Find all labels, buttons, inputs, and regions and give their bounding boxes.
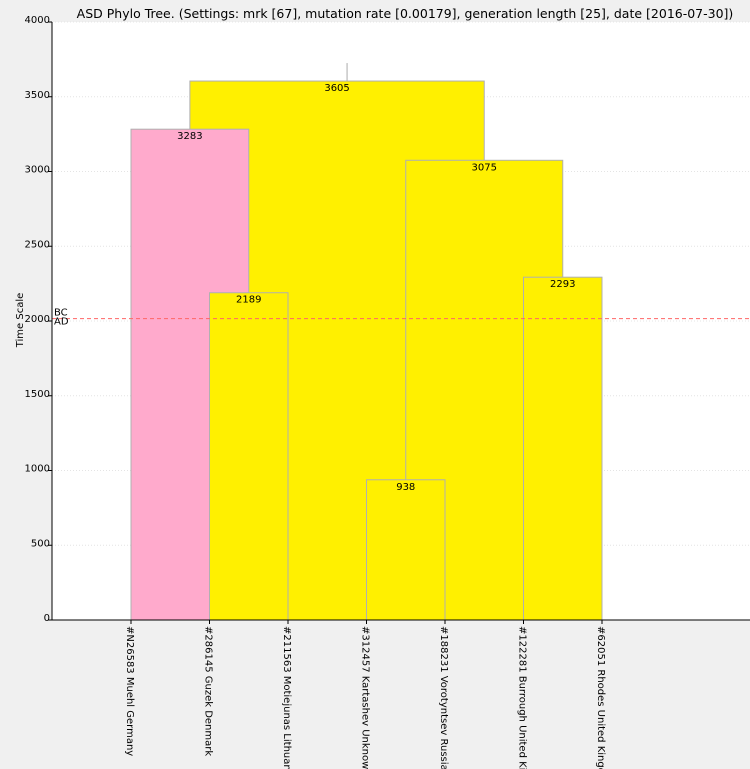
y-tick-label: 3500 <box>25 90 50 101</box>
y-tick-label: 1000 <box>25 464 50 475</box>
chart-title: ASD Phylo Tree. (Settings: mrk [67], mut… <box>77 6 734 21</box>
reference-label: BC <box>54 308 68 319</box>
y-axis-label: Time Scale <box>15 293 26 349</box>
leaf-label: #211563 Motiejunas Lithuania <box>281 626 292 769</box>
node-value-label: 938 <box>396 482 415 493</box>
y-tick-label: 1500 <box>25 389 50 400</box>
node-value-label: 3283 <box>177 131 202 142</box>
clade-box <box>366 479 446 621</box>
node-value-label: 2293 <box>550 279 575 290</box>
reference-label: AD <box>54 317 69 328</box>
y-tick-label: 0 <box>44 613 50 624</box>
clade-box <box>523 276 603 621</box>
clade-box <box>209 292 289 621</box>
leaf-label: #286145 Guzek Denmark <box>203 626 214 756</box>
y-tick-label: 2000 <box>25 314 50 325</box>
node-value-label: 3075 <box>472 162 497 173</box>
y-tick-label: 500 <box>31 538 50 549</box>
y-tick-label: 3000 <box>25 165 50 176</box>
leaf-label: #N26583 Muehl Germany <box>124 626 135 756</box>
leaf-label: #62051 Rhodes United Kingdom <box>595 626 606 769</box>
y-tick-label: 2500 <box>25 239 50 250</box>
y-tick-label: 4000 <box>25 15 50 26</box>
node-value-label: 2189 <box>236 295 261 306</box>
node-value-label: 3605 <box>324 83 349 94</box>
leaf-label: #312457 Kartashev Unknown <box>360 626 371 769</box>
leaf-label: #122281 Burrough United Kingdom <box>517 626 528 769</box>
leaf-label: #188231 Vorotyntsev Russia <box>438 626 449 769</box>
